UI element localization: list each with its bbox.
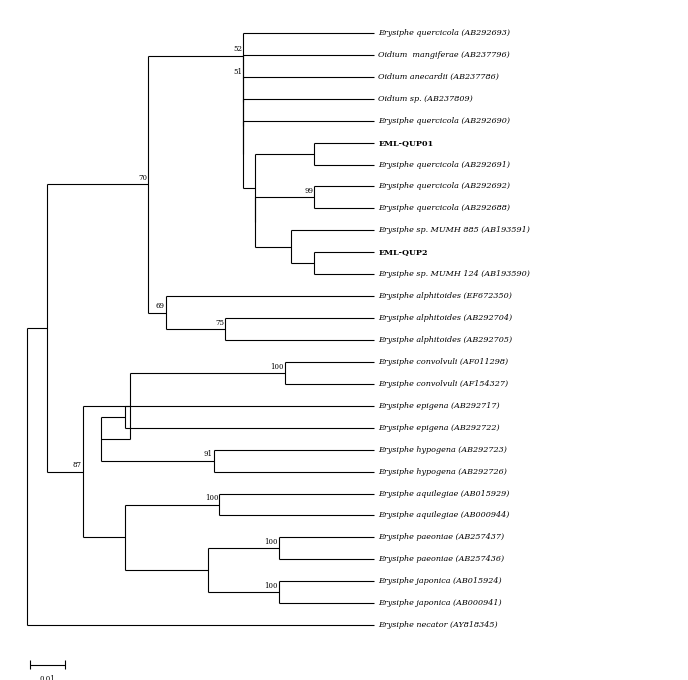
Text: 52: 52	[233, 46, 242, 53]
Text: Erysiphe quercicola (AB292688): Erysiphe quercicola (AB292688)	[378, 205, 510, 212]
Text: Oidium sp. (AB237809): Oidium sp. (AB237809)	[378, 95, 473, 103]
Text: 87: 87	[73, 462, 82, 469]
Text: 69: 69	[156, 303, 165, 310]
Text: Erysiphe japonica (AB015924): Erysiphe japonica (AB015924)	[378, 577, 502, 585]
Text: 91: 91	[204, 450, 213, 458]
Text: 70: 70	[138, 174, 147, 182]
Text: Erysiphe hypogena (AB292726): Erysiphe hypogena (AB292726)	[378, 468, 507, 475]
Text: Erysiphe aquilegiae (AB015929): Erysiphe aquilegiae (AB015929)	[378, 490, 510, 498]
Text: 100: 100	[264, 538, 277, 546]
Text: Erysiphe hypogena (AB292723): Erysiphe hypogena (AB292723)	[378, 445, 507, 454]
Text: Erysiphe japonica (AB000941): Erysiphe japonica (AB000941)	[378, 599, 502, 607]
Text: 100: 100	[270, 362, 283, 371]
Text: Erysiphe quercicola (AB292693): Erysiphe quercicola (AB292693)	[378, 29, 510, 37]
Text: Erysiphe alphitoides (AB292704): Erysiphe alphitoides (AB292704)	[378, 314, 513, 322]
Text: 100: 100	[205, 494, 218, 503]
Text: 99: 99	[304, 187, 313, 195]
Text: Erysiphe sp. MUMH 885 (AB193591): Erysiphe sp. MUMH 885 (AB193591)	[378, 226, 530, 235]
Text: Erysiphe quercicola (AB292692): Erysiphe quercicola (AB292692)	[378, 182, 510, 190]
Text: Erysiphe quercicola (AB292690): Erysiphe quercicola (AB292690)	[378, 117, 510, 124]
Text: 100: 100	[264, 582, 277, 590]
Text: 51: 51	[233, 68, 242, 76]
Text: 75: 75	[215, 319, 224, 327]
Text: Erysiphe epigena (AB292717): Erysiphe epigena (AB292717)	[378, 402, 500, 410]
Text: EML-QUP01: EML-QUP01	[378, 139, 433, 147]
Text: Erysiphe convolvuli (AF154327): Erysiphe convolvuli (AF154327)	[378, 380, 508, 388]
Text: Erysiphe epigena (AB292722): Erysiphe epigena (AB292722)	[378, 424, 500, 432]
Text: Erysiphe alphitoides (EF672350): Erysiphe alphitoides (EF672350)	[378, 292, 513, 300]
Text: Erysiphe paeoniae (AB257437): Erysiphe paeoniae (AB257437)	[378, 533, 504, 541]
Text: Oidium  mangiferae (AB237796): Oidium mangiferae (AB237796)	[378, 51, 510, 59]
Text: Erysiphe sp. MUMH 124 (AB193590): Erysiphe sp. MUMH 124 (AB193590)	[378, 270, 530, 278]
Text: Erysiphe paeoniae (AB257436): Erysiphe paeoniae (AB257436)	[378, 556, 504, 563]
Text: Erysiphe convolvuli (AF011298): Erysiphe convolvuli (AF011298)	[378, 358, 508, 366]
Text: Erysiphe aquilegiae (AB000944): Erysiphe aquilegiae (AB000944)	[378, 511, 510, 520]
Text: Oidium anecardii (AB237786): Oidium anecardii (AB237786)	[378, 73, 499, 81]
Text: Erysiphe quercicola (AB292691): Erysiphe quercicola (AB292691)	[378, 160, 510, 169]
Text: 0.01: 0.01	[40, 675, 55, 680]
Text: Erysiphe necator (AY818345): Erysiphe necator (AY818345)	[378, 621, 498, 629]
Text: EML-QUP2: EML-QUP2	[378, 248, 428, 256]
Text: Erysiphe alphitoides (AB292705): Erysiphe alphitoides (AB292705)	[378, 336, 513, 344]
